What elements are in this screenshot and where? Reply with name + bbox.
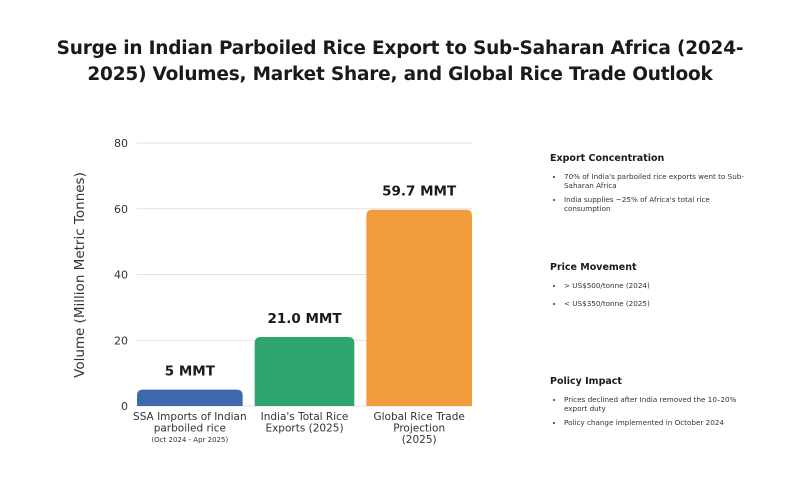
x-tick-label: parboiled rice bbox=[154, 423, 226, 435]
x-tick-sublabel: (Oct 2024 - Apr 2025) bbox=[151, 436, 228, 444]
x-tick-label: India's Total Rice bbox=[261, 411, 349, 423]
panel-bullet: Prices declined after India removed the … bbox=[564, 395, 750, 413]
x-tick-label: Exports (2025) bbox=[265, 423, 343, 435]
panel-bullet: < US$350/tonne (2025) bbox=[564, 299, 750, 309]
panel-heading: Price Movement bbox=[550, 262, 637, 273]
panel-bullet: 70% of India's parboiled rice exports we… bbox=[564, 172, 750, 190]
panel-heading: Export Concentration bbox=[550, 153, 665, 164]
panel-bullet: > US$500/tonne (2024) bbox=[564, 281, 750, 291]
data-label: 21.0 MMT bbox=[267, 311, 342, 327]
panel-heading: Policy Impact bbox=[550, 376, 622, 387]
y-tick-label: 20 bbox=[114, 334, 128, 347]
y-tick-label: 0 bbox=[121, 400, 128, 413]
bar bbox=[137, 389, 243, 406]
y-tick-label: 40 bbox=[114, 269, 128, 282]
bar bbox=[366, 209, 472, 406]
panel-policy-impact: Policy Impact Prices declined after Indi… bbox=[550, 376, 750, 432]
panel-export-concentration: Export Concentration 70% of India's parb… bbox=[550, 153, 750, 218]
y-tick-label: 80 bbox=[114, 137, 128, 150]
data-label: 59.7 MMT bbox=[382, 184, 457, 200]
chart-title: Surge in Indian Parboiled Rice Export to… bbox=[56, 38, 744, 85]
data-label: 5 MMT bbox=[165, 364, 216, 380]
y-tick-label: 60 bbox=[114, 203, 128, 216]
panel-bullet: Policy change implemented in October 202… bbox=[564, 418, 750, 427]
y-axis-label: Volume (Million Metric Tonnes) bbox=[72, 172, 88, 378]
x-tick-label: Projection bbox=[393, 423, 445, 435]
panel-price-movement: Price Movement > US$500/tonne (2024) < U… bbox=[550, 262, 750, 314]
x-tick-label: SSA Imports of Indian bbox=[133, 411, 247, 423]
x-tick-label: Global Rice Trade bbox=[373, 411, 464, 423]
bar bbox=[254, 336, 355, 406]
panel-bullet: India supplies ~25% of Africa's total ri… bbox=[564, 195, 750, 213]
x-tick-label: (2025) bbox=[402, 434, 437, 446]
